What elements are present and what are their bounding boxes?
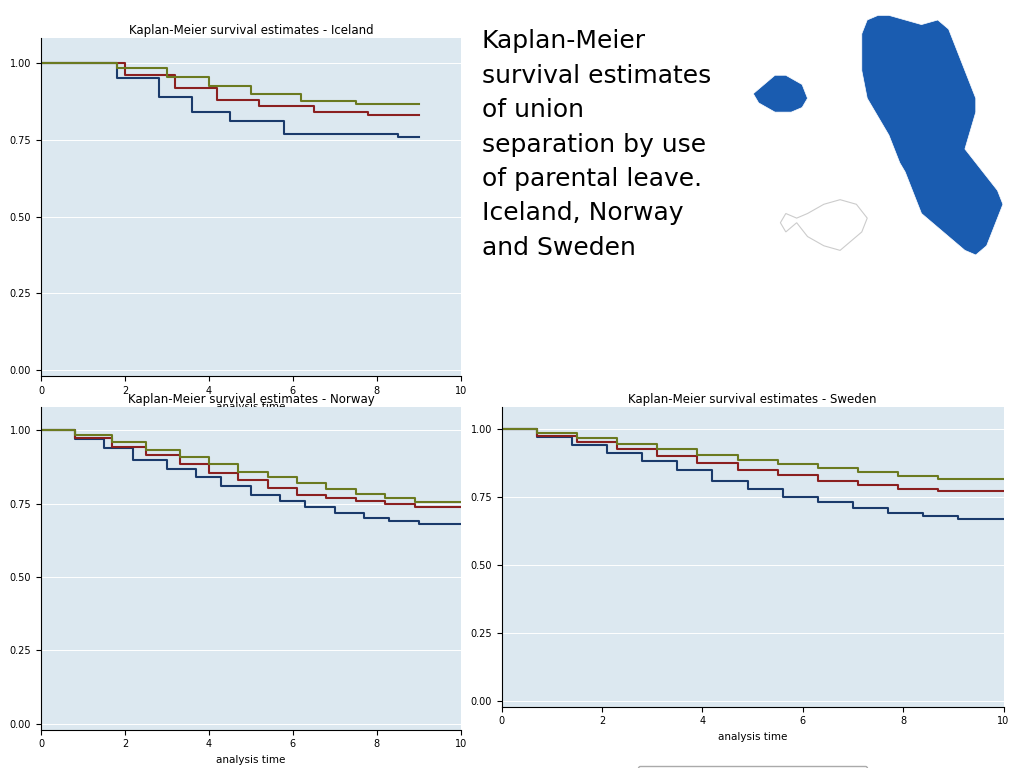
X-axis label: analysis time: analysis time xyxy=(216,402,286,412)
Title: Kaplan-Meier survival estimates - Sweden: Kaplan-Meier survival estimates - Sweden xyxy=(629,393,877,406)
Title: Kaplan-Meier survival estimates - Iceland: Kaplan-Meier survival estimates - Icelan… xyxy=(129,25,373,37)
Legend: No leave, Up to quota, More than quota: No leave, Up to quota, More than quota xyxy=(136,442,366,476)
Polygon shape xyxy=(862,15,1002,255)
Text: Kaplan-Meier
survival estimates
of union
separation by use
of parental leave.
Ic: Kaplan-Meier survival estimates of union… xyxy=(482,29,711,260)
Title: Kaplan-Meier survival estimates - Norway: Kaplan-Meier survival estimates - Norway xyxy=(128,393,374,406)
X-axis label: analysis time: analysis time xyxy=(216,755,286,765)
Polygon shape xyxy=(754,75,808,112)
X-axis label: analysis time: analysis time xyxy=(718,732,787,742)
Legend: No leave, Up to quota, More than quota: No leave, Up to quota, More than quota xyxy=(638,766,867,768)
